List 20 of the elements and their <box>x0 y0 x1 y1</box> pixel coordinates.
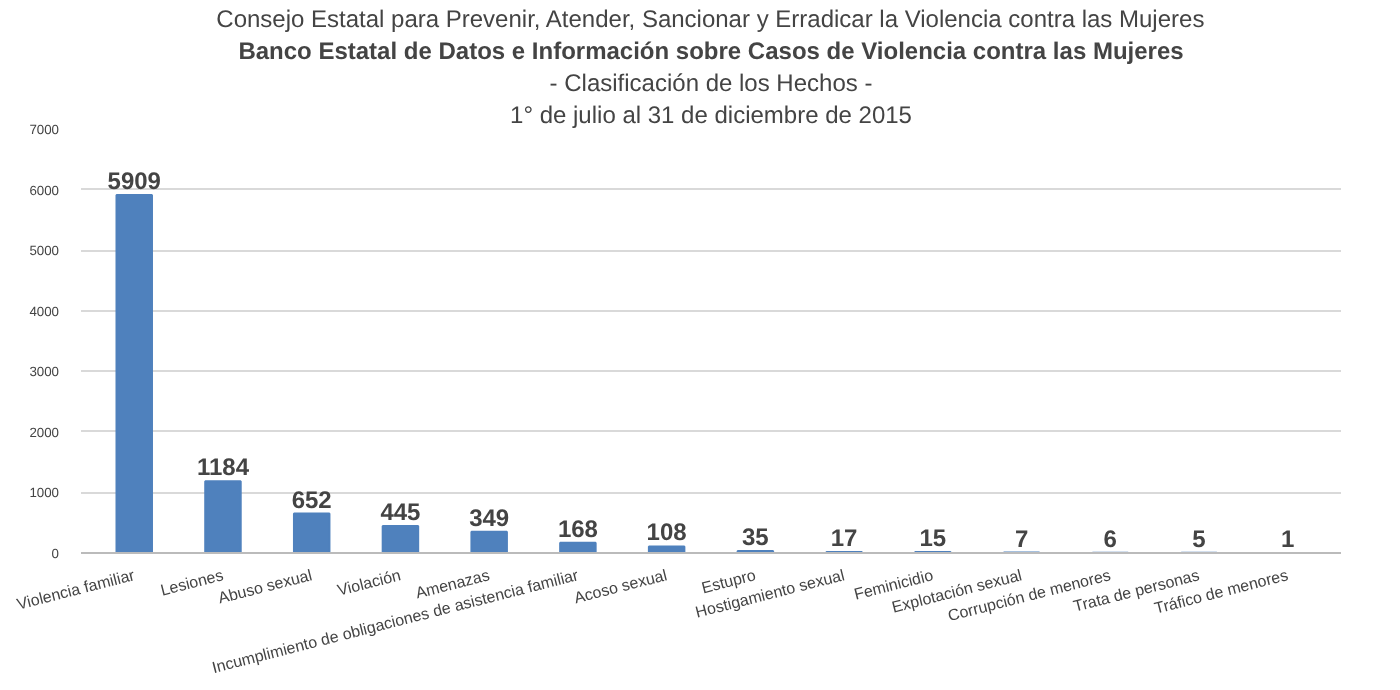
data-label: 168 <box>557 514 599 543</box>
data-label: 349 <box>469 503 510 532</box>
annotation: 1° de julio al 31 de diciembre de 2015 <box>510 101 913 129</box>
chart-subtitle: Consejo Estatal para Prevenir, Atender, Sancionar y Erradicar la Violencia contra las Mujeres <box>216 5 1205 33</box>
data-label: 108 <box>646 518 688 547</box>
data-label: 5909 <box>107 167 162 196</box>
data-label: 17 <box>830 523 859 552</box>
data-label: 5 <box>1192 524 1207 553</box>
chart-title: Banco Estatal de Datos e Información sobre Casos de Violencia contra las Mujeres <box>238 37 1185 65</box>
data-label: 1184 <box>196 453 250 482</box>
text: - Clasificación de los Hechos - <box>549 69 873 97</box>
data-label: 35 <box>742 522 770 551</box>
x-tick-label: Violación <box>335 566 403 600</box>
data-label: 1 <box>1281 524 1296 553</box>
data-label: 652 <box>291 485 333 514</box>
data-label: 15 <box>919 524 947 553</box>
data-label: 445 <box>380 498 422 527</box>
data-label: 6 <box>1103 524 1118 553</box>
data-label: 7 <box>1014 524 1029 553</box>
x-tick-label: Violencia familiar <box>15 566 138 614</box>
